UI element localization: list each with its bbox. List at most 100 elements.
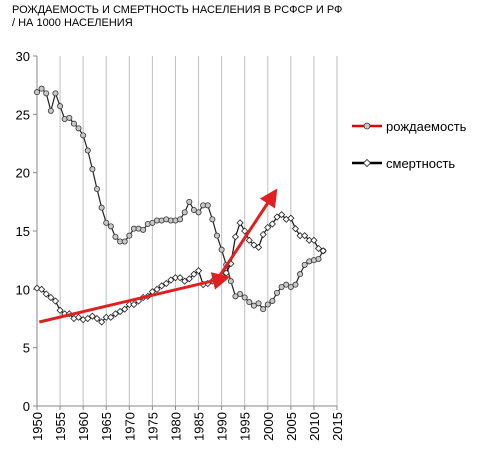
point-births-1961 bbox=[84, 147, 91, 154]
y-tick-label-25: 25 bbox=[16, 107, 30, 122]
point-deaths-1970 bbox=[125, 300, 133, 309]
point-births-1953 bbox=[47, 107, 54, 114]
point-deaths-2009 bbox=[305, 236, 313, 244]
point-deaths-2011 bbox=[314, 244, 323, 253]
x-tick-label-1975: 1975 bbox=[145, 412, 160, 441]
x-tick-label-1990: 1990 bbox=[215, 412, 230, 441]
point-births-1990 bbox=[218, 246, 225, 253]
point-births-1963 bbox=[94, 185, 101, 192]
point-deaths-1980 bbox=[171, 274, 180, 282]
point-births-1967 bbox=[112, 233, 119, 240]
point-deaths-2006 bbox=[291, 225, 300, 233]
point-births-1952 bbox=[43, 90, 50, 97]
point-deaths-1981 bbox=[176, 274, 184, 282]
y-tick-label-15: 15 bbox=[16, 224, 30, 239]
point-births-2006 bbox=[292, 281, 299, 288]
point-births-1983 bbox=[186, 198, 193, 205]
point-births-1955 bbox=[57, 103, 64, 110]
point-deaths-1955 bbox=[56, 306, 64, 314]
point-deaths-2012 bbox=[319, 247, 327, 255]
point-deaths-1952 bbox=[42, 290, 50, 298]
point-births-1996 bbox=[246, 299, 253, 306]
point-births-1975 bbox=[149, 219, 156, 226]
point-births-1966 bbox=[107, 223, 114, 230]
point-births-2001 bbox=[269, 297, 276, 304]
x-tick-labels: 1950 1955 1960 1965 1970 1975 1980 1985 1990 1995… bbox=[30, 412, 345, 441]
x-tick-label-1965: 1965 bbox=[99, 412, 114, 441]
point-births-1957 bbox=[66, 114, 73, 121]
x-tick-label-2005: 2005 bbox=[284, 412, 299, 441]
point-deaths-1983 bbox=[185, 275, 193, 283]
point-births-2002 bbox=[273, 289, 280, 296]
legend-label-births: рождаемость bbox=[386, 119, 467, 134]
legend-label-deaths: смертность bbox=[386, 156, 455, 171]
point-births-1964 bbox=[98, 204, 105, 211]
axes bbox=[33, 55, 338, 410]
y-tick-label-20: 20 bbox=[16, 166, 30, 181]
point-births-1995 bbox=[241, 294, 248, 301]
x-tick-label-1950: 1950 bbox=[30, 412, 45, 441]
point-births-1970 bbox=[126, 232, 133, 239]
point-deaths-1985 bbox=[194, 267, 203, 275]
point-births-1981 bbox=[177, 216, 184, 223]
point-deaths-1978 bbox=[162, 279, 170, 288]
chart-title: РОЖДАЕМОСТЬ И СМЕРТНОСТЬ НАСЕЛЕНИЯ В РСФ… bbox=[12, 4, 342, 30]
point-deaths-1953 bbox=[47, 293, 55, 302]
x-tick-label-1995: 1995 bbox=[238, 412, 253, 441]
point-deaths-1993 bbox=[231, 233, 240, 241]
point-deaths-1997 bbox=[250, 241, 258, 249]
point-births-1989 bbox=[213, 232, 220, 239]
point-deaths-1968 bbox=[116, 307, 124, 316]
point-births-1973 bbox=[140, 226, 147, 233]
series-line-deaths bbox=[36, 213, 324, 323]
point-deaths-1965 bbox=[102, 313, 110, 321]
point-deaths-2005 bbox=[287, 214, 295, 222]
point-deaths-1954 bbox=[51, 297, 60, 305]
x-tick-label-1960: 1960 bbox=[76, 412, 91, 441]
point-deaths-2001 bbox=[268, 220, 276, 228]
title-line-1: РОЖДАЕМОСТЬ И СМЕРТНОСТЬ НАСЕЛЕНИЯ В РСФ… bbox=[12, 4, 343, 16]
series-group bbox=[33, 85, 327, 326]
point-births-1985 bbox=[195, 209, 202, 216]
x-tick-label-2000: 2000 bbox=[261, 412, 276, 441]
point-deaths-1969 bbox=[121, 305, 129, 313]
point-deaths-1976 bbox=[153, 285, 161, 293]
point-births-2000 bbox=[264, 301, 271, 308]
point-births-1958 bbox=[70, 120, 77, 127]
point-deaths-1999 bbox=[259, 230, 267, 239]
y-tick-label-5: 5 bbox=[23, 341, 30, 356]
x-tick-label-1980: 1980 bbox=[168, 412, 183, 441]
point-deaths-1967 bbox=[111, 310, 120, 318]
point-births-1988 bbox=[209, 216, 216, 223]
point-deaths-1994 bbox=[236, 219, 244, 227]
point-deaths-2002 bbox=[273, 213, 281, 221]
point-deaths-1966 bbox=[107, 313, 115, 321]
point-births-1950 bbox=[34, 89, 41, 96]
point-births-1982 bbox=[181, 209, 188, 216]
point-deaths-1959 bbox=[74, 313, 83, 321]
trend-arrow-1 bbox=[38, 272, 231, 324]
point-deaths-1982 bbox=[181, 277, 189, 285]
point-births-1969 bbox=[121, 238, 128, 245]
point-deaths-1998 bbox=[254, 243, 263, 251]
point-deaths-1963 bbox=[93, 314, 101, 323]
point-births-1959 bbox=[75, 125, 82, 132]
y-tick-label-30: 30 bbox=[16, 49, 30, 64]
point-births-1954 bbox=[52, 90, 59, 97]
point-deaths-2003 bbox=[278, 211, 286, 219]
point-deaths-2008 bbox=[301, 232, 309, 240]
point-births-2008 bbox=[301, 261, 308, 268]
legend: рождаемость смертность bbox=[352, 119, 467, 171]
legend-marker-births bbox=[363, 122, 371, 130]
point-deaths-2000 bbox=[264, 223, 272, 232]
x-tick-label-1970: 1970 bbox=[122, 412, 137, 441]
point-births-1984 bbox=[190, 206, 197, 213]
y-tick-labels: 0 5 10 15 20 25 30 bbox=[16, 49, 30, 414]
y-tick-label-10: 10 bbox=[16, 282, 30, 297]
point-deaths-1964 bbox=[98, 318, 106, 326]
x-tick-label-1985: 1985 bbox=[192, 412, 207, 441]
point-deaths-1977 bbox=[158, 282, 166, 290]
point-births-2003 bbox=[278, 283, 285, 290]
point-deaths-2007 bbox=[296, 232, 304, 240]
point-deaths-2010 bbox=[310, 236, 318, 244]
